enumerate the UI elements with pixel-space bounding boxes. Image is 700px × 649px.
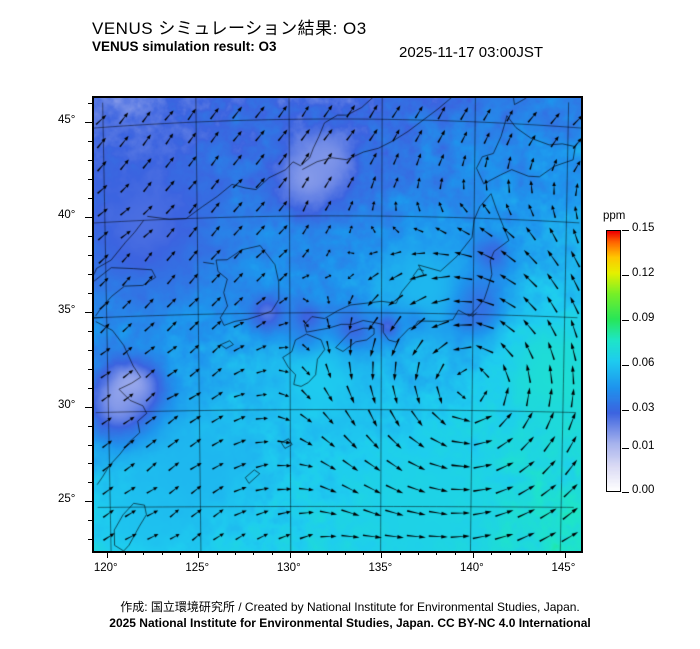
y-axis-label: 35° [58,303,76,316]
credit-line-japanese: 作成: 国立環境研究所 / Created by National Instit… [120,600,580,614]
y-axis-minor-tick [88,160,92,162]
page-title-english: VENUS simulation result: O3 [92,39,277,54]
x-axis-minor-tick [234,551,236,555]
y-axis-label: 25° [58,493,76,506]
y-axis-major-tick [85,217,92,219]
x-axis-minor-tick [363,551,365,555]
y-axis-minor-tick [88,255,92,256]
x-axis-label: 120° [93,562,118,574]
x-axis-label: 125° [185,562,210,574]
y-axis-label: 45° [58,114,76,127]
x-axis-label: 140° [459,562,484,574]
y-axis-label: 40° [58,209,76,222]
y-axis-major-tick [85,122,92,124]
x-axis-minor-tick [216,551,218,555]
y-axis-minor-tick [88,520,92,522]
x-axis-minor-tick [308,551,310,555]
x-axis-major-tick [289,551,291,558]
colorbar-tick [622,447,629,449]
colorbar [606,230,621,492]
y-axis-minor-tick [88,198,92,200]
x-axis-minor-tick [418,551,420,555]
colorbar-tick-label: 0.06 [632,357,655,369]
y-axis-minor-tick [88,273,92,275]
x-axis-major-tick [381,551,383,558]
page-title-japanese: VENUS シミュレーション結果: O3 [92,19,367,38]
x-axis-minor-tick [454,551,456,555]
y-axis-major-tick [85,501,92,503]
y-axis-minor-tick [88,444,92,446]
map-plot-area [92,96,583,553]
colorbar-tick-label: 0.09 [632,311,655,324]
y-axis-major-tick [85,406,92,408]
colorbar-tick [622,230,629,231]
x-axis-minor-tick [509,551,511,555]
x-axis-minor-tick [527,551,529,555]
y-axis-minor-tick [88,141,92,143]
y-axis-minor-tick [88,539,92,541]
y-axis-minor-tick [88,387,92,389]
ozone-concentration-map [94,98,581,551]
colorbar-tick [622,365,629,366]
x-axis-label: 135° [368,562,393,574]
x-axis-minor-tick [271,551,273,555]
y-axis-minor-tick [88,236,92,238]
x-axis-minor-tick [161,551,163,555]
x-axis-minor-tick [143,551,145,555]
colorbar-tick-label: 0.03 [632,401,655,414]
y-axis-minor-tick [88,103,92,105]
x-axis-label: 145° [551,562,576,574]
y-axis-minor-tick [88,292,92,294]
x-axis-label: 130° [276,562,301,574]
colorbar-tick-label: 0.00 [632,484,655,496]
y-axis-minor-tick [88,463,92,465]
credit-line-license: 2025 National Institute for Environmenta… [109,616,591,630]
colorbar-tick [622,492,629,493]
y-axis-minor-tick [88,368,92,370]
colorbar-unit-label: ppm [603,210,626,222]
x-axis-minor-tick [491,551,493,555]
colorbar-tick-label: 0.12 [632,267,655,279]
x-axis-minor-tick [125,551,127,555]
y-axis-minor-tick [88,349,92,351]
colorbar-tick [622,319,629,321]
colorbar-tick [622,409,629,411]
y-axis-label: 30° [58,398,76,411]
y-axis-minor-tick [88,425,92,427]
timestamp-label: 2025-11-17 03:00JST [399,44,543,61]
x-axis-minor-tick [546,551,548,555]
y-axis-major-tick [85,311,92,313]
x-axis-minor-tick [180,551,182,555]
x-axis-minor-tick [344,551,346,555]
x-axis-major-tick [198,551,200,558]
x-axis-minor-tick [436,551,438,555]
y-axis-minor-tick [88,330,92,332]
colorbar-tick-label: 0.01 [632,439,655,452]
colorbar-tick-label: 0.15 [632,222,655,234]
x-axis-minor-tick [326,551,328,555]
x-axis-minor-tick [399,551,401,555]
x-axis-major-tick [472,551,474,558]
y-axis-minor-tick [88,482,92,484]
y-axis-minor-tick [88,179,92,181]
x-axis-major-tick [106,551,108,558]
x-axis-minor-tick [253,551,255,555]
x-axis-major-tick [564,551,566,558]
colorbar-tick [622,275,629,276]
